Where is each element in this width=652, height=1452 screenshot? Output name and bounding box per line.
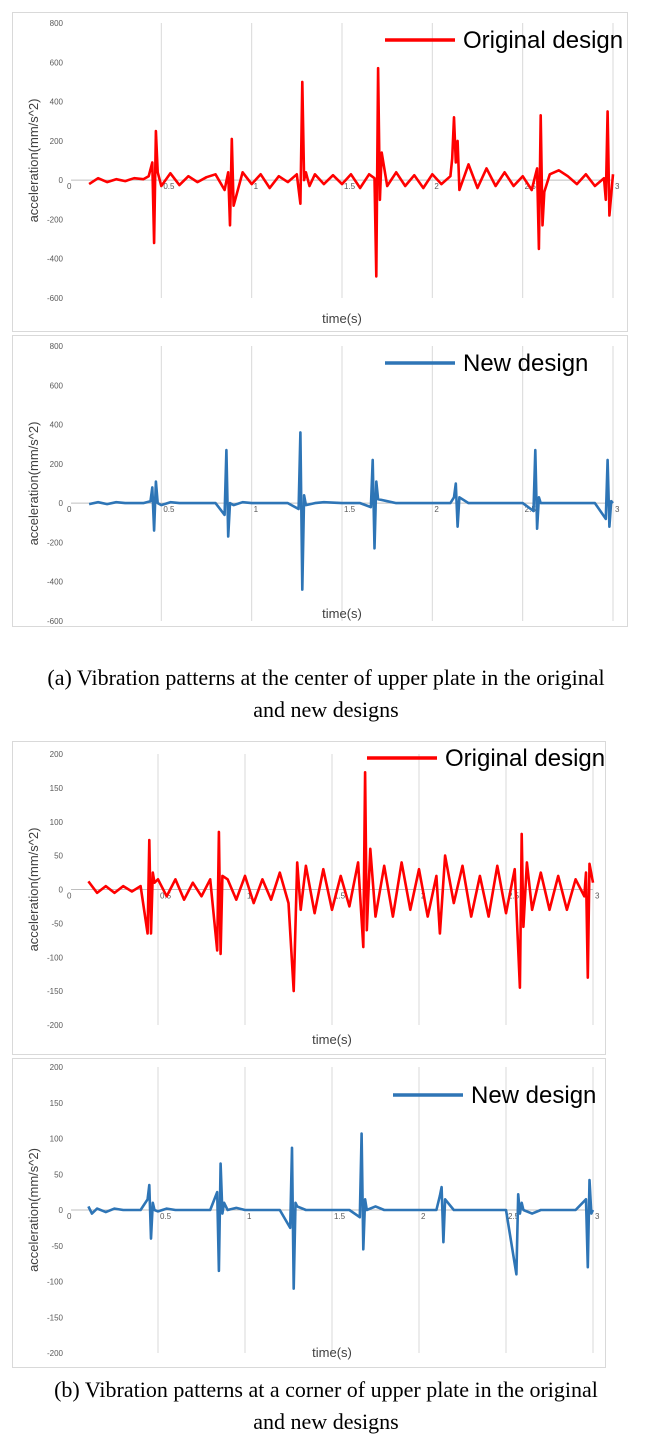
- y-tick-label: -200: [47, 1021, 64, 1030]
- x-tick-label: 2.5: [508, 1212, 520, 1221]
- x-tick-label: 0: [67, 505, 72, 514]
- x-tick-label: 0: [67, 1212, 72, 1221]
- y-tick-label: -400: [47, 578, 64, 587]
- series-line: [87, 1132, 595, 1290]
- legend-label: New design: [463, 350, 588, 377]
- y-tick-label: 400: [50, 98, 64, 107]
- legend-label: New design: [471, 1082, 596, 1109]
- y-tick-label: -150: [47, 987, 64, 996]
- x-tick-label: 0.5: [163, 505, 175, 514]
- y-tick-label: -100: [47, 1278, 64, 1287]
- y-tick-label: 0: [59, 176, 64, 185]
- x-tick-label: 1: [254, 505, 259, 514]
- x-tick-label: 2: [434, 182, 439, 191]
- x-tick-label: 1: [254, 182, 259, 191]
- x-tick-label: 0.5: [160, 1212, 172, 1221]
- x-tick-label: 1.5: [334, 1212, 346, 1221]
- x-tick-label: 1: [247, 892, 252, 901]
- y-tick-label: -200: [47, 215, 64, 224]
- x-tick-label: 0: [67, 892, 72, 901]
- y-tick-label: 800: [50, 342, 64, 351]
- x-axis-title: time(s): [312, 1032, 352, 1047]
- y-tick-label: 600: [50, 381, 64, 390]
- y-tick-label: 200: [50, 1063, 64, 1072]
- y-tick-label: 150: [50, 784, 64, 793]
- y-tick-label: -50: [51, 1242, 63, 1251]
- y-tick-label: 100: [50, 1135, 64, 1144]
- series-line: [87, 770, 595, 993]
- x-axis-title: time(s): [322, 606, 362, 621]
- y-tick-label: -150: [47, 1313, 64, 1322]
- x-tick-label: 3: [595, 892, 600, 901]
- legend-label: Original design: [463, 27, 623, 54]
- y-tick-label: 200: [50, 460, 64, 469]
- x-tick-label: 0: [67, 182, 72, 191]
- y-tick-label: 800: [50, 19, 64, 28]
- y-tick-label: -600: [47, 617, 64, 626]
- chart-panel-a-original: 800 600 400 200 0 -200 -400 -600 0 0.5 1 1.5 2 2.5 3 ti…: [12, 12, 628, 332]
- y-tick-label: -600: [47, 294, 64, 303]
- y-tick-label: 0: [59, 1206, 64, 1215]
- y-axis-title: acceleration(mm/s^2): [26, 422, 41, 546]
- y-tick-label: 400: [50, 421, 64, 430]
- chart-panel-a-new: 800 600 400 200 0 -200 -400 -600 0 0.5 1 1.5 2 2.5 3 ti…: [12, 335, 628, 627]
- x-axis-title: time(s): [312, 1345, 352, 1360]
- caption-a-line1: (a) Vibration patterns at the center of …: [47, 665, 605, 690]
- x-tick-label: 1.5: [344, 505, 356, 514]
- x-tick-label: 2.5: [508, 892, 520, 901]
- y-axis-title: acceleration(mm/s^2): [26, 99, 41, 223]
- chart-panel-b-new: 200 150 100 50 0 -50 -100 -150 -200 0 0.5 1 1.5 2 2.5 3…: [12, 1058, 606, 1368]
- series-line: [88, 66, 615, 278]
- y-tick-label: -50: [51, 919, 63, 928]
- y-tick-label: -400: [47, 255, 64, 264]
- x-tick-label: 1: [247, 1212, 252, 1221]
- y-tick-label: 0: [59, 499, 64, 508]
- x-tick-label: 2: [434, 505, 439, 514]
- x-tick-label: 3: [615, 182, 620, 191]
- x-tick-label: 3: [615, 505, 620, 514]
- x-tick-label: 2: [421, 1212, 426, 1221]
- y-axis-title: acceleration(mm/s^2): [26, 1148, 41, 1272]
- y-tick-label: 150: [50, 1099, 64, 1108]
- y-tick-label: 600: [50, 58, 64, 67]
- y-tick-label: -200: [47, 538, 64, 547]
- x-axis-title: time(s): [322, 311, 362, 326]
- y-tick-label: 50: [54, 852, 63, 861]
- y-tick-label: 50: [54, 1170, 63, 1179]
- chart-panel-b-original: 200 150 100 50 0 -50 -100 -150 -200 0 0.5 1 1.5 2 2.5 3…: [12, 741, 606, 1055]
- x-tick-label: 1.5: [334, 892, 346, 901]
- x-tick-label: 1.5: [344, 182, 356, 191]
- y-tick-label: 200: [50, 137, 64, 146]
- x-tick-label: 0.5: [163, 182, 175, 191]
- caption-b-line2: and new designs: [253, 1409, 399, 1434]
- y-tick-label: 0: [59, 886, 64, 895]
- chart-b-new: 200 150 100 50 0 -50 -100 -150 -200 0 0.5 1 1.5 2 2.5 3…: [26, 1063, 600, 1360]
- series-line: [88, 431, 614, 591]
- x-tick-label: 3: [595, 1212, 600, 1221]
- y-tick-label: 200: [50, 750, 64, 759]
- y-tick-label: -100: [47, 953, 64, 962]
- y-tick-label: -200: [47, 1349, 64, 1358]
- caption-a-line2: and new designs: [253, 697, 399, 722]
- legend-label: Original design: [445, 745, 605, 772]
- y-axis-title: acceleration(mm/s^2): [26, 828, 41, 952]
- y-tick-label: 100: [50, 818, 64, 827]
- caption-b-line1: (b) Vibration patterns at a corner of up…: [54, 1377, 598, 1402]
